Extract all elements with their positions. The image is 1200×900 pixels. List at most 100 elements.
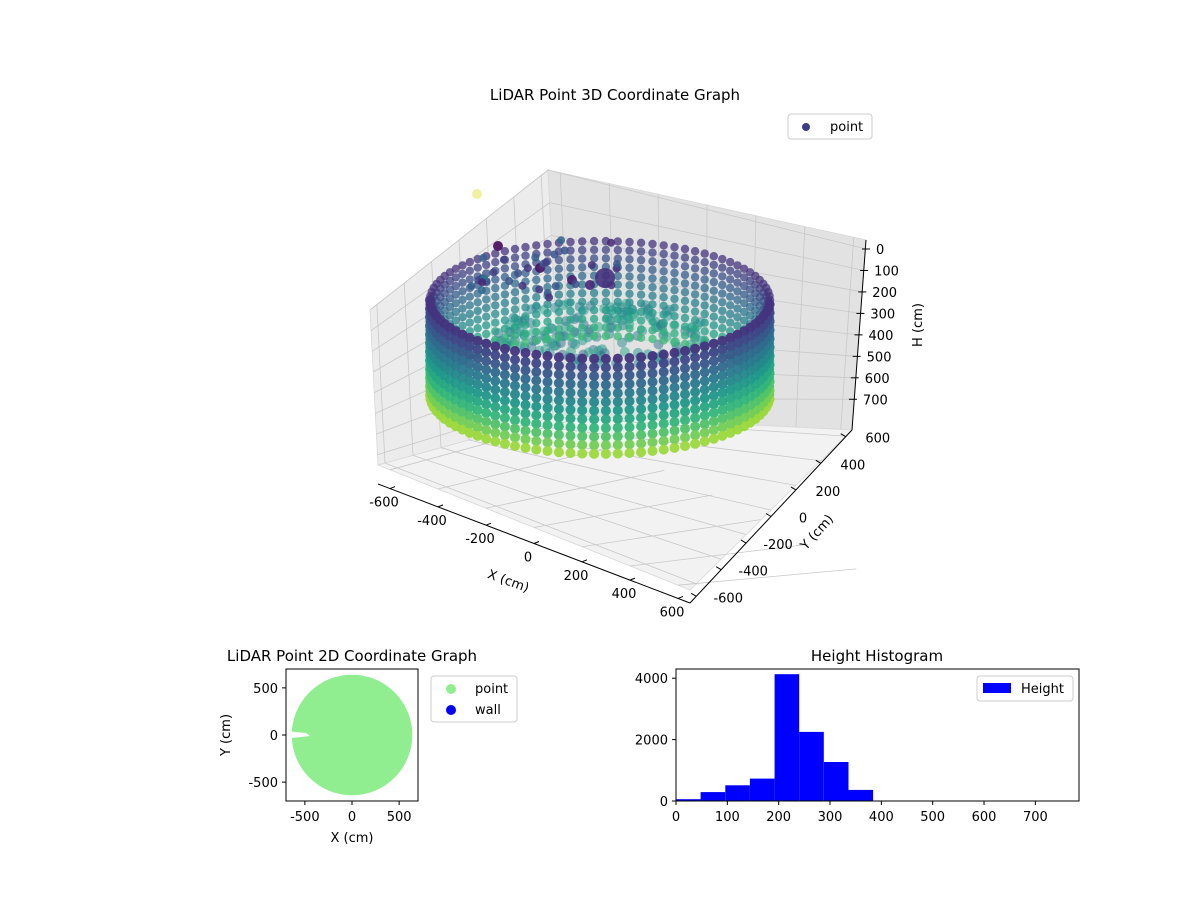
x-tick-label-2d: 0 (348, 810, 356, 825)
ring-point (521, 417, 531, 427)
ring-point (543, 429, 553, 439)
ring-point (482, 321, 490, 329)
ring-point (543, 386, 553, 396)
ring-point (636, 447, 646, 457)
ring-point (709, 365, 719, 375)
ring-point (491, 258, 499, 266)
ring-point (648, 274, 656, 282)
ring-point (637, 282, 645, 290)
ring-point (660, 250, 668, 258)
plot-3d-title: LiDAR Point 3D Coordinate Graph (490, 86, 740, 104)
ring-point (566, 388, 576, 398)
cluster-point (607, 239, 615, 247)
ring-point (670, 417, 680, 427)
ring-point (510, 407, 520, 417)
histogram-bar (725, 785, 750, 801)
legend-histogram-label: Height (1021, 682, 1064, 697)
ring-point (602, 289, 610, 297)
legend-2d-label-point: point (475, 682, 508, 697)
ring-point (602, 306, 610, 314)
ring-point (614, 315, 622, 323)
ring-point (660, 284, 668, 292)
ring-point (482, 313, 490, 321)
ring-point (521, 243, 529, 251)
ring-point (709, 347, 719, 357)
ring-point (636, 439, 646, 449)
ring-point (637, 291, 645, 299)
ring-point (717, 388, 727, 398)
ring-point (543, 360, 553, 370)
ring-point (490, 341, 500, 351)
plot-3d: LiDAR Point 3D Coordinate Graph -600-400… (369, 86, 926, 620)
ring-point (577, 397, 587, 407)
ring-point (554, 430, 564, 440)
ring-point (648, 292, 656, 300)
ring-point (718, 315, 726, 323)
ring-point (709, 434, 719, 444)
ring-point (670, 365, 680, 375)
ring-point (709, 391, 719, 401)
ring-point (543, 240, 551, 248)
ring-point (726, 258, 734, 266)
ring-point (680, 389, 690, 399)
ring-point (554, 421, 564, 431)
ring-point (521, 365, 531, 375)
ring-point (690, 413, 700, 423)
ring-point (700, 385, 710, 395)
ring-point (670, 329, 678, 337)
ring-point (510, 381, 520, 391)
ring-point (602, 323, 610, 331)
x-tick (390, 487, 395, 489)
ring-point (701, 284, 709, 292)
ring-point (555, 273, 563, 281)
ring-point (637, 265, 645, 273)
ring-point (500, 439, 510, 449)
point-cloud-disk (292, 675, 413, 796)
ring-point (710, 278, 718, 286)
ring-point (566, 238, 574, 246)
ring-point (543, 351, 553, 361)
y-tick (766, 514, 771, 517)
ring-point (681, 331, 689, 339)
ring-point (614, 289, 622, 297)
ring-point (726, 267, 734, 275)
ring-point (700, 428, 710, 438)
z-tick-label-3d: 600 (865, 372, 890, 387)
ring-point (700, 367, 710, 377)
ring-point (500, 353, 510, 363)
ring-point (601, 440, 611, 450)
x-tick-label-3d: -200 (465, 532, 495, 547)
ring-point (659, 358, 669, 368)
ring-point (625, 255, 633, 263)
ring-point (614, 324, 622, 332)
ring-point (700, 411, 710, 421)
ring-point (521, 443, 531, 453)
ring-point (670, 357, 680, 367)
z-tick-label-3d: 700 (863, 393, 888, 408)
ring-point (613, 449, 623, 459)
ring-point (613, 354, 623, 364)
ring-point (625, 246, 633, 254)
ring-point (691, 256, 699, 264)
ring-point (648, 257, 656, 265)
ring-point (670, 286, 678, 294)
y-tick-label-hist: 0 (660, 795, 668, 810)
ring-point (577, 423, 587, 433)
ring-point (521, 434, 531, 444)
ring-point (701, 301, 709, 309)
ring-point (701, 319, 709, 327)
ring-point (691, 316, 699, 324)
ring-point (670, 269, 678, 277)
y-tick-label-3d: 600 (865, 432, 890, 447)
ring-point (578, 272, 586, 280)
ring-point (718, 272, 726, 280)
ring-point (681, 253, 689, 261)
ring-point (648, 386, 658, 396)
ring-point (491, 319, 499, 327)
ring-point (566, 405, 576, 415)
x-tick (678, 596, 683, 598)
ring-point (717, 336, 727, 346)
ring-point (625, 388, 635, 398)
ring-point (625, 370, 635, 380)
ring-point (521, 374, 531, 384)
